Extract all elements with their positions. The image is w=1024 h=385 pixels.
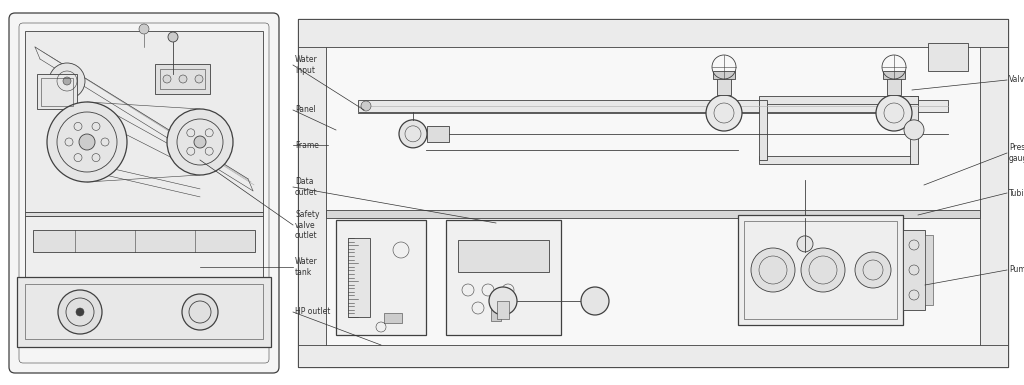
Bar <box>384 313 402 323</box>
Bar <box>37 74 77 109</box>
Circle shape <box>182 294 218 330</box>
Bar <box>41 78 73 106</box>
Bar <box>427 126 449 142</box>
Bar <box>25 284 263 339</box>
Text: Panel: Panel <box>295 105 315 114</box>
Circle shape <box>399 120 427 148</box>
Text: Pressure
gauge: Pressure gauge <box>1009 143 1024 163</box>
Bar <box>33 230 255 252</box>
Bar <box>298 19 1008 367</box>
Circle shape <box>797 236 813 252</box>
Circle shape <box>855 252 891 288</box>
Text: Water
tank: Water tank <box>295 257 317 277</box>
Circle shape <box>361 101 371 111</box>
Circle shape <box>904 120 924 140</box>
Circle shape <box>139 24 150 34</box>
Circle shape <box>47 102 127 182</box>
Circle shape <box>581 287 609 315</box>
Bar <box>298 19 326 367</box>
Circle shape <box>168 32 178 42</box>
Circle shape <box>876 95 912 131</box>
Bar <box>160 69 205 89</box>
Bar <box>25 212 263 216</box>
Circle shape <box>76 308 84 316</box>
Bar <box>928 43 968 71</box>
Bar <box>490 307 501 321</box>
Bar <box>744 221 897 319</box>
Bar <box>717 75 731 95</box>
Circle shape <box>167 109 233 175</box>
Circle shape <box>179 75 187 83</box>
Circle shape <box>58 290 102 334</box>
Circle shape <box>489 287 517 315</box>
Bar <box>358 100 948 112</box>
Bar <box>336 220 426 335</box>
Bar <box>25 216 263 282</box>
Circle shape <box>751 248 795 292</box>
Bar <box>713 71 735 79</box>
FancyBboxPatch shape <box>9 13 279 373</box>
Bar <box>298 345 1008 367</box>
Circle shape <box>79 134 95 150</box>
Circle shape <box>63 77 71 85</box>
Bar <box>25 31 263 212</box>
Text: HP outlet: HP outlet <box>295 308 331 316</box>
Bar <box>155 64 210 94</box>
Circle shape <box>706 95 742 131</box>
Circle shape <box>194 136 206 148</box>
Text: Pump: Pump <box>1009 266 1024 275</box>
Bar <box>348 238 370 317</box>
Bar <box>326 210 980 218</box>
Bar <box>738 215 903 325</box>
Bar <box>298 19 1008 47</box>
Bar <box>497 301 509 319</box>
Circle shape <box>163 75 171 83</box>
Text: Safety
valve
outlet: Safety valve outlet <box>295 210 319 240</box>
Bar <box>458 240 549 272</box>
Bar <box>17 277 271 347</box>
Bar <box>925 235 933 305</box>
Circle shape <box>49 63 85 99</box>
Bar <box>759 96 918 104</box>
Bar <box>887 75 901 95</box>
Circle shape <box>195 75 203 83</box>
Bar <box>759 100 767 160</box>
Text: Tubing: Tubing <box>1009 189 1024 198</box>
Text: Valves: Valves <box>1009 75 1024 84</box>
Bar <box>759 156 914 164</box>
Bar <box>883 71 905 79</box>
Text: Water
input: Water input <box>295 55 317 75</box>
Bar <box>910 96 918 164</box>
Text: Data
outlet: Data outlet <box>295 177 317 197</box>
Bar <box>446 220 561 335</box>
Bar <box>980 19 1008 367</box>
Text: Frame: Frame <box>295 141 318 149</box>
Circle shape <box>801 248 845 292</box>
Bar <box>903 230 925 310</box>
